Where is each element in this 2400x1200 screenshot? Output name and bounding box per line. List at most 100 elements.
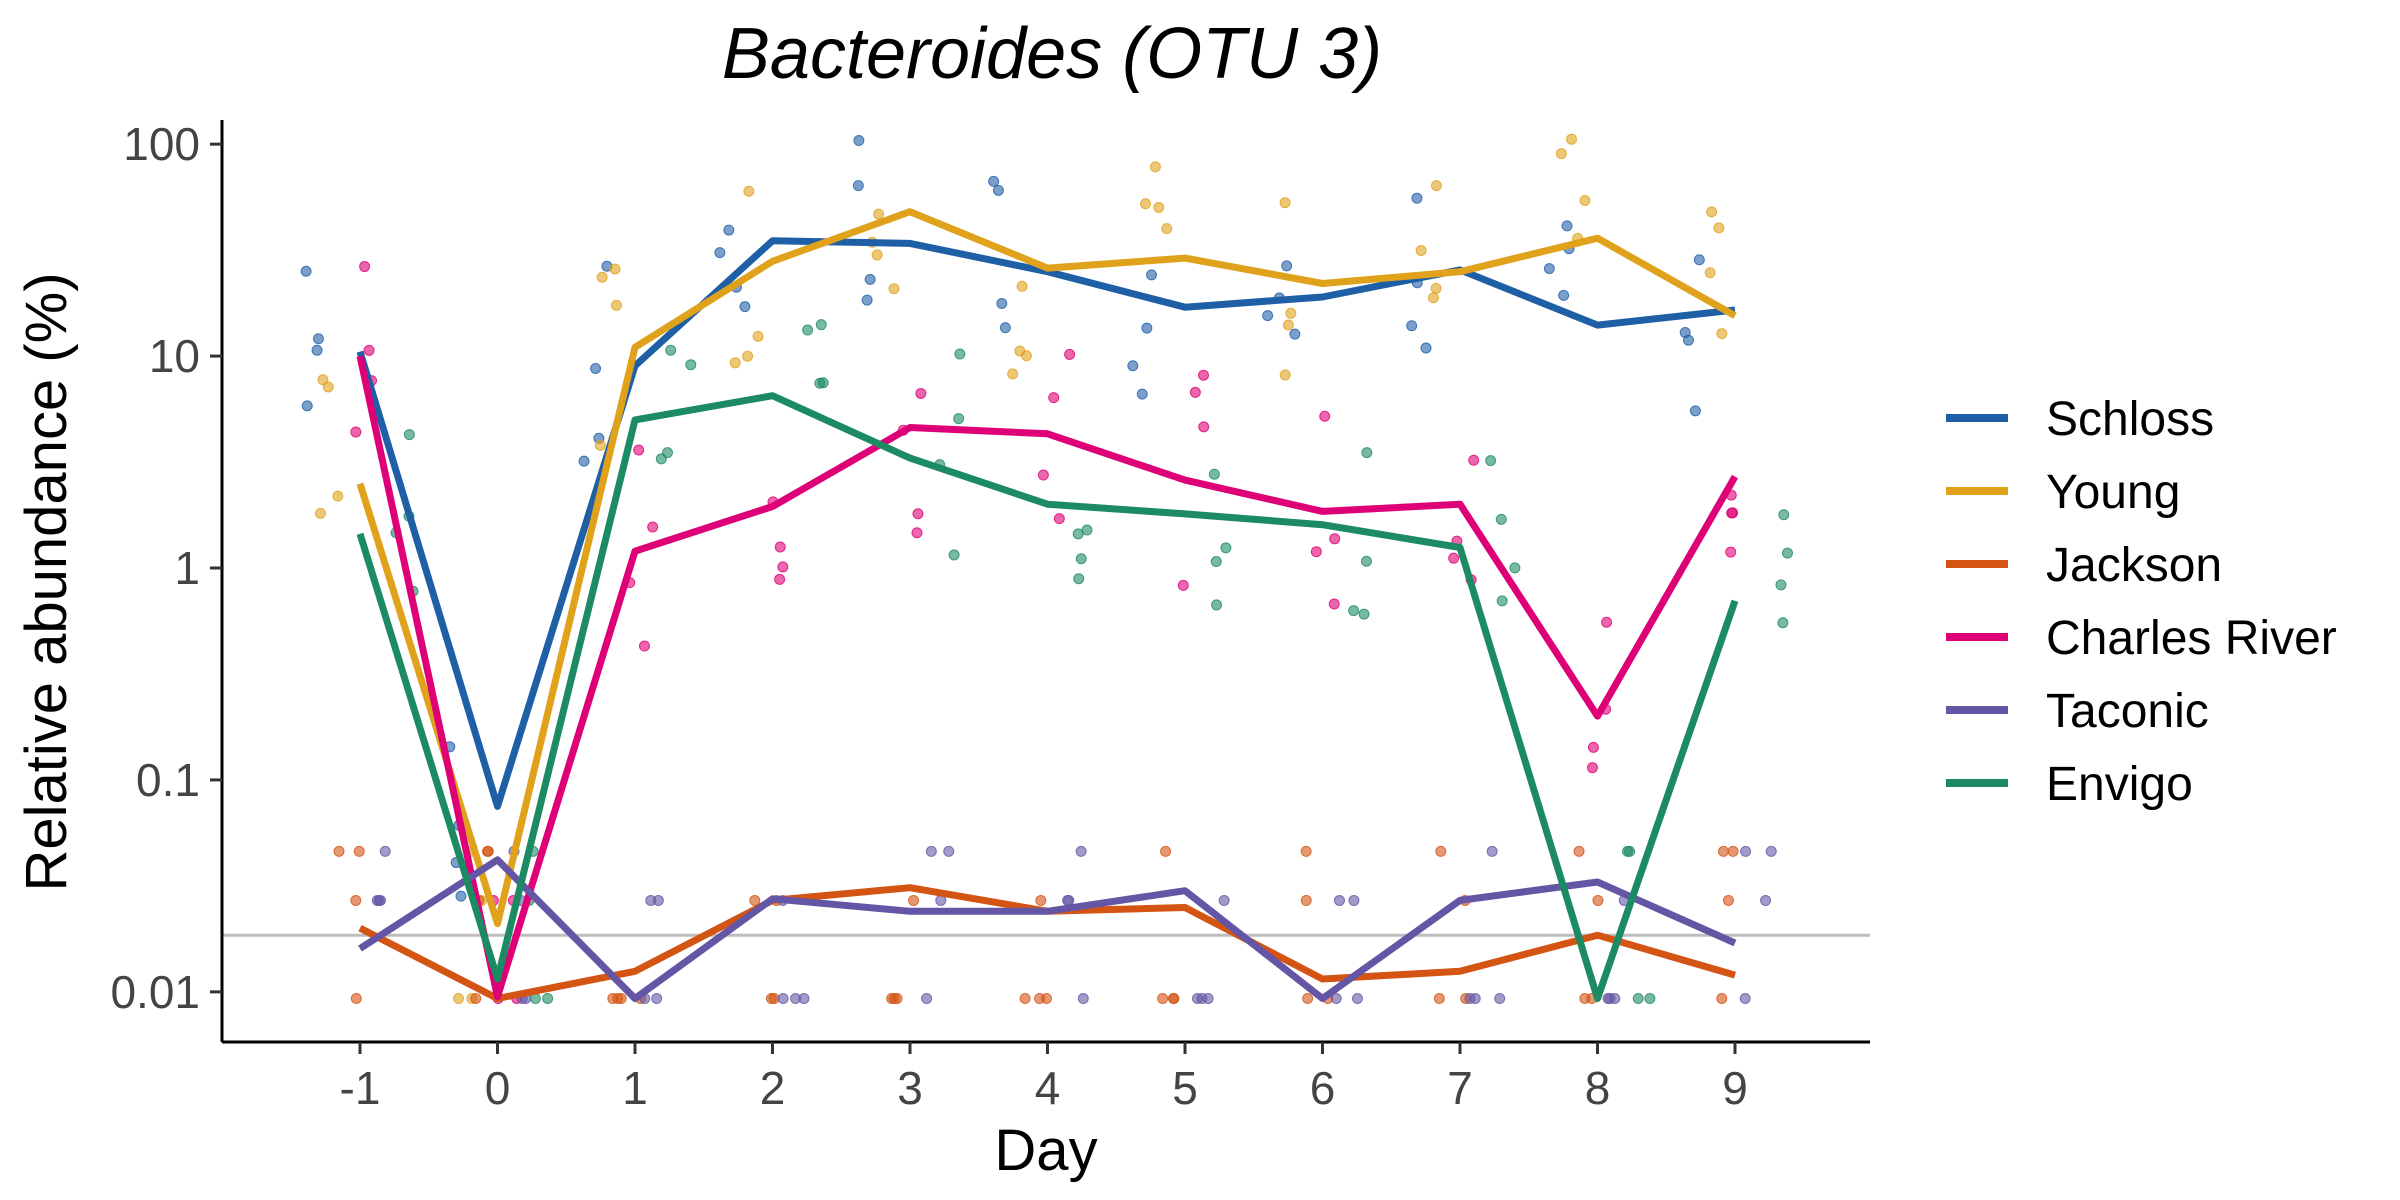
data-point [1198,421,1210,433]
data-point [1289,328,1301,340]
data-point [739,301,751,313]
x-tick-label: 1 [622,1062,648,1114]
data-point [852,180,864,192]
data-point [996,298,1008,310]
x-axis-title: Day [994,1118,1097,1183]
data-point [1211,599,1223,611]
data-point [1153,201,1165,213]
data-point [1351,993,1363,1005]
data-point [912,508,924,520]
data-point [685,359,697,371]
data-point [1624,845,1636,857]
data-point [1420,342,1432,354]
data-point [1561,220,1573,232]
legend-label: Young [2046,466,2180,519]
data-point [1019,993,1031,1005]
y-tick-label: 0.1 [136,754,200,806]
data-point [1146,269,1158,281]
data-point [353,845,365,857]
data-point [590,362,602,374]
data-point [1739,993,1751,1005]
data-point [1064,348,1076,360]
y-tick-label: 10 [149,330,200,382]
data-point [1136,388,1148,400]
data-point [455,890,467,902]
data-point [1566,133,1578,145]
data-point [1716,993,1728,1005]
data-point [1140,198,1152,210]
data-point [662,447,674,459]
data-point [665,344,677,356]
data-point [714,247,726,259]
data-point [1778,509,1790,521]
data-point [853,135,865,147]
data-point [864,273,876,285]
data-point [911,527,923,539]
data-point [314,507,326,519]
series-line-envigo [356,392,1739,1002]
data-point [610,299,622,311]
series-line-jackson [358,884,1736,1002]
x-tick-label: 0 [485,1062,511,1114]
data-point [1427,292,1439,304]
data-point [1281,260,1293,272]
data-point [1196,993,1208,1005]
data-point [350,993,362,1005]
data-point [1210,555,1222,567]
data-point [311,344,323,356]
data-point [1555,148,1567,160]
data-point [953,413,965,425]
x-tick-label: 8 [1585,1062,1611,1114]
data-point [1486,845,1498,857]
data-point [908,894,920,906]
data-point [1282,319,1294,331]
data-point [1777,617,1789,629]
data-point [607,993,619,1005]
data-point [1127,360,1139,372]
data-point [1485,455,1497,467]
data-point [1048,392,1060,404]
data-point [921,993,933,1005]
data-point [815,319,827,331]
data-point [371,894,383,906]
data-point [470,993,482,1005]
data-point [542,993,554,1005]
data-point [802,324,814,336]
chart-title: Bacteroides (OTU 3) [722,14,1382,94]
data-point [1573,845,1585,857]
data-point [609,263,621,275]
x-tick-label: 4 [1035,1062,1061,1114]
data-point [363,344,375,356]
series-lines-layer [356,208,1739,1002]
data-point [1781,547,1793,559]
x-tick-label: -1 [340,1062,381,1114]
data-point [403,429,415,441]
series-line-young [356,208,1737,928]
data-point [1586,762,1598,774]
data-point [482,845,494,857]
data-point [1077,993,1089,1005]
data-point [1157,993,1169,1005]
data-point [992,184,1004,196]
y-tick-label: 100 [123,118,200,170]
x-tick-label: 7 [1447,1062,1473,1114]
data-point [988,175,1000,187]
ticks-layer: -1 0 1 2 3 4 5 6 7 8 9 0.01 0.1 1 10 100 [110,118,1747,1114]
data-point [774,573,786,585]
data-point [1189,386,1201,398]
data-point [1558,289,1570,301]
data-point [1300,845,1312,857]
data-point [1713,222,1725,234]
data-point [1279,197,1291,209]
data-point [350,894,362,906]
data-point [1007,368,1019,380]
data-point [1208,468,1220,480]
data-point [301,400,313,412]
data-point [1430,282,1442,294]
data-point [1543,263,1555,275]
series-line-schloss [356,237,1736,810]
data-point [1433,993,1445,1005]
data-point [871,249,883,261]
data-point [652,894,664,906]
data-point [925,845,937,857]
